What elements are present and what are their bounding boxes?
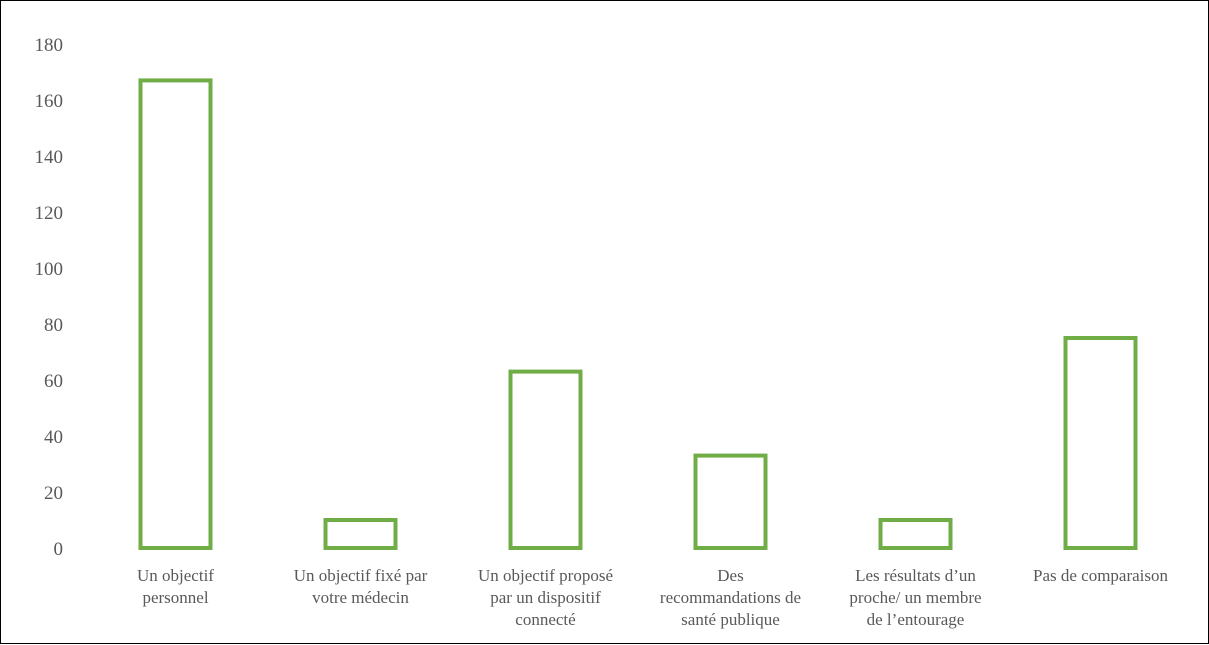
x-category-label-line: Pas de comparaison [1033,566,1169,585]
x-category-label-line: Un objectif fixé par [294,566,428,585]
x-category-label: Un objectif fixé par votre médecin [294,566,428,607]
x-category-label-line: Un objectif proposé [478,566,613,585]
x-category-label: Les résultats d’un proche/ un membre de l’… [849,566,981,629]
y-tick-label: 20 [44,483,63,504]
x-category-label-line: connecté [515,610,575,629]
x-category-label-line: personnel [142,588,208,607]
x-category-label-line: votre médecin [312,588,409,607]
x-axis-labels: Un objectif personnel Un objectif fixé par… [137,566,1168,629]
y-tick-label: 160 [35,91,64,112]
bar [1063,336,1138,550]
x-category-label: Un objectif proposé par un dispositif conn… [478,566,613,629]
y-tick-label: 180 [35,35,64,56]
bars [138,78,1138,551]
x-category-label-line: proche/ un membre [849,588,981,607]
bar [323,518,398,550]
y-tick-label: 60 [44,371,63,392]
y-tick-label: 80 [44,315,63,336]
x-category-label-line: Les résultats d’un [855,566,976,585]
y-axis-ticks: 0 20 40 60 80 100 120 140 160 180 [35,35,64,560]
y-tick-label: 120 [35,203,64,224]
y-tick-label: 0 [54,539,64,560]
x-category-label: Des recommandations de santé publique [660,566,801,629]
x-category-label: Pas de comparaison [1033,566,1169,585]
x-category-label-line: par un dispositif [490,588,601,607]
x-category-label-line: Un objectif [137,566,214,585]
bar [693,453,768,551]
y-tick-label: 100 [35,259,64,280]
bar [138,78,213,551]
y-tick-label: 140 [35,147,64,168]
bar [508,369,583,550]
x-category-label-line: Des [717,566,743,585]
bar [878,518,953,550]
x-category-label: Un objectif personnel [137,566,214,607]
x-category-label-line: recommandations de [660,588,801,607]
x-category-label-line: de l’entourage [867,610,965,629]
x-category-label-line: santé publique [681,610,780,629]
y-tick-label: 40 [44,427,63,448]
